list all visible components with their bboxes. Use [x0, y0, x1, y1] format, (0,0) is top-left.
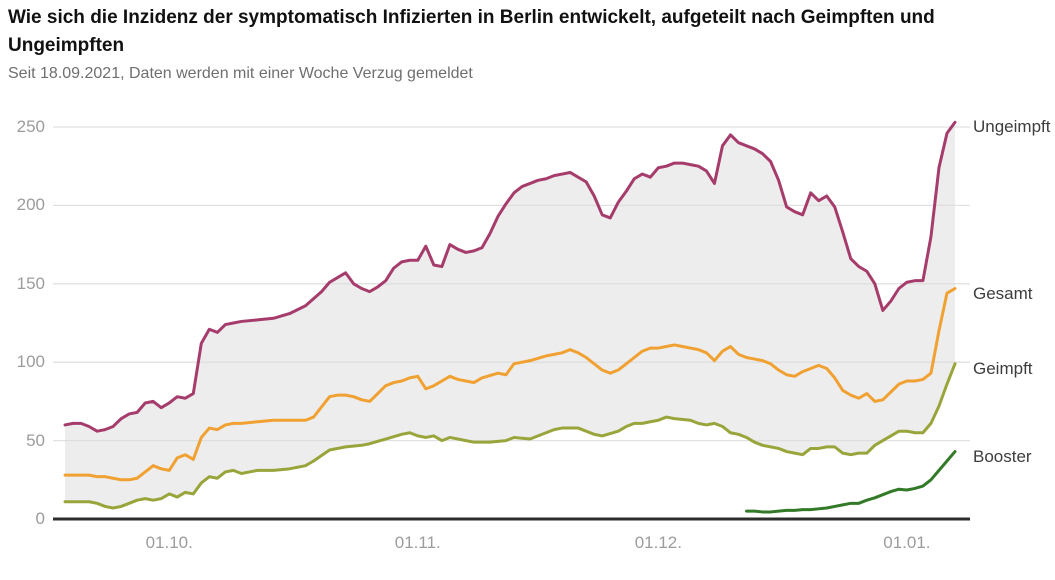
series-label-ungeimpft: Ungeimpft: [973, 117, 1051, 137]
series-line-booster: [745, 450, 957, 514]
area-fill-between-ungeimpft-geimpft: [65, 122, 955, 509]
y-tick-label-200: 200: [16, 195, 45, 215]
x-tick-label-0112: 01.12.: [634, 533, 682, 552]
y-tick-label-50: 50: [26, 430, 45, 450]
y-tick-label-150: 150: [16, 273, 45, 293]
chart-subtitle: Seit 18.09.2021, Daten werden mit einer …: [8, 65, 473, 82]
x-tick-label-0110: 01.10.: [145, 533, 193, 552]
x-tick-label-0111: 01.11.: [394, 533, 441, 552]
y-tick-label-250: 250: [16, 117, 45, 136]
series-label-booster: Booster: [973, 446, 1032, 466]
chart-title: Wie sich die Inzidenz der symptomatisch …: [8, 7, 935, 56]
series-line-gesamt: [63, 287, 957, 482]
series-line-geimpft: [63, 362, 957, 510]
series-label-geimpft: Geimpft: [973, 358, 1033, 378]
y-tick-label-100: 100: [16, 352, 45, 372]
series-label-gesamt: Gesamt: [973, 283, 1033, 303]
y-tick-label-0: 0: [35, 509, 45, 528]
series-line-ungeimpft: [63, 120, 957, 433]
x-tick-label-0101: 01.01.: [883, 533, 931, 552]
